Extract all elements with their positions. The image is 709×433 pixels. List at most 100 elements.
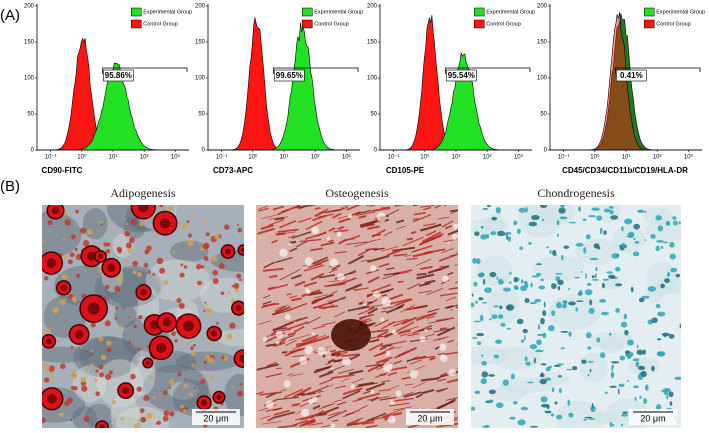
legend-swatch <box>130 19 142 29</box>
highlight <box>439 343 447 351</box>
highlight <box>452 233 458 241</box>
droplet <box>130 373 136 380</box>
streak <box>384 333 391 336</box>
streak <box>292 419 309 427</box>
droplet <box>105 248 111 254</box>
streak <box>273 341 286 348</box>
droplet <box>191 215 194 218</box>
percent-box <box>446 69 477 82</box>
streak <box>290 373 304 377</box>
streak <box>406 237 414 241</box>
vacuole-core <box>99 424 105 428</box>
streak <box>299 402 310 408</box>
stained-cell <box>540 396 548 403</box>
streak <box>379 346 387 351</box>
droplet <box>238 278 242 282</box>
gate-percent: 0.41% <box>620 71 643 80</box>
streak <box>259 391 283 396</box>
streak <box>412 355 436 361</box>
droplet <box>201 375 205 378</box>
streak <box>329 268 338 274</box>
streak <box>365 269 380 275</box>
droplet <box>172 250 176 254</box>
streak <box>391 397 414 402</box>
streak <box>302 421 316 427</box>
streak <box>405 332 412 336</box>
stained-cell <box>602 278 609 281</box>
streak <box>357 381 375 387</box>
streak <box>374 319 389 328</box>
stained-cell <box>540 317 545 325</box>
texture <box>142 364 209 412</box>
stained-cell <box>524 335 526 341</box>
x-tick-label: 10⁻¹ <box>388 155 400 161</box>
stained-cell <box>575 307 579 312</box>
streak <box>409 359 423 365</box>
droplet <box>168 379 175 385</box>
stained-cell <box>525 361 531 366</box>
y-tick-label: 150 <box>24 40 35 46</box>
x-axis-title: CD45/CD34/CD11b/CD19/HLA-DR <box>562 166 688 175</box>
droplet <box>189 392 193 397</box>
stained-cell <box>657 311 666 317</box>
stained-cell <box>550 283 557 289</box>
streak <box>418 290 433 294</box>
streak <box>337 368 354 374</box>
streak <box>305 220 323 231</box>
droplet <box>200 379 206 385</box>
streak <box>310 247 324 252</box>
streak <box>401 376 411 380</box>
droplet <box>221 355 225 360</box>
streak <box>394 298 413 307</box>
stained-cell <box>621 243 626 249</box>
streak <box>275 231 296 235</box>
streak <box>318 406 339 416</box>
streak <box>439 327 447 331</box>
droplet <box>50 378 54 382</box>
texture <box>42 211 82 258</box>
stained-cell <box>537 323 541 330</box>
stained-cell <box>506 327 511 330</box>
streak <box>341 353 359 358</box>
streak <box>381 294 388 297</box>
streak <box>407 333 420 337</box>
stained-cell <box>621 423 624 427</box>
droplet <box>72 385 78 391</box>
streak <box>429 356 436 361</box>
stained-cell <box>566 368 573 371</box>
stained-cell <box>575 300 584 303</box>
highlight <box>370 390 375 395</box>
droplet <box>139 408 145 414</box>
streak <box>365 363 381 368</box>
streak <box>295 415 311 421</box>
streak <box>365 424 378 428</box>
texture <box>476 255 513 287</box>
texture <box>489 386 527 401</box>
streak <box>283 388 303 399</box>
droplet <box>150 376 154 379</box>
legend-label: Control Group <box>143 21 178 27</box>
streak <box>296 240 308 248</box>
streak <box>347 234 361 241</box>
highlight <box>439 354 448 362</box>
stained-cell <box>633 223 640 230</box>
stained-cell <box>621 226 624 232</box>
vacuole-core <box>137 205 149 213</box>
droplet <box>180 263 184 267</box>
image-title: Chondrogenesis <box>537 186 615 200</box>
streak <box>267 219 284 227</box>
streak <box>274 309 283 315</box>
stained-cell <box>541 372 544 377</box>
droplet <box>174 339 178 343</box>
stained-cell <box>571 366 578 371</box>
droplet <box>132 270 137 275</box>
x-tick-label: 10² <box>483 155 492 161</box>
percent-box <box>616 69 647 82</box>
y-tick-label: 150 <box>195 40 206 46</box>
highlight <box>387 415 396 424</box>
droplet <box>178 302 185 310</box>
streak <box>422 206 432 211</box>
streak <box>445 224 453 230</box>
streak <box>319 378 334 386</box>
